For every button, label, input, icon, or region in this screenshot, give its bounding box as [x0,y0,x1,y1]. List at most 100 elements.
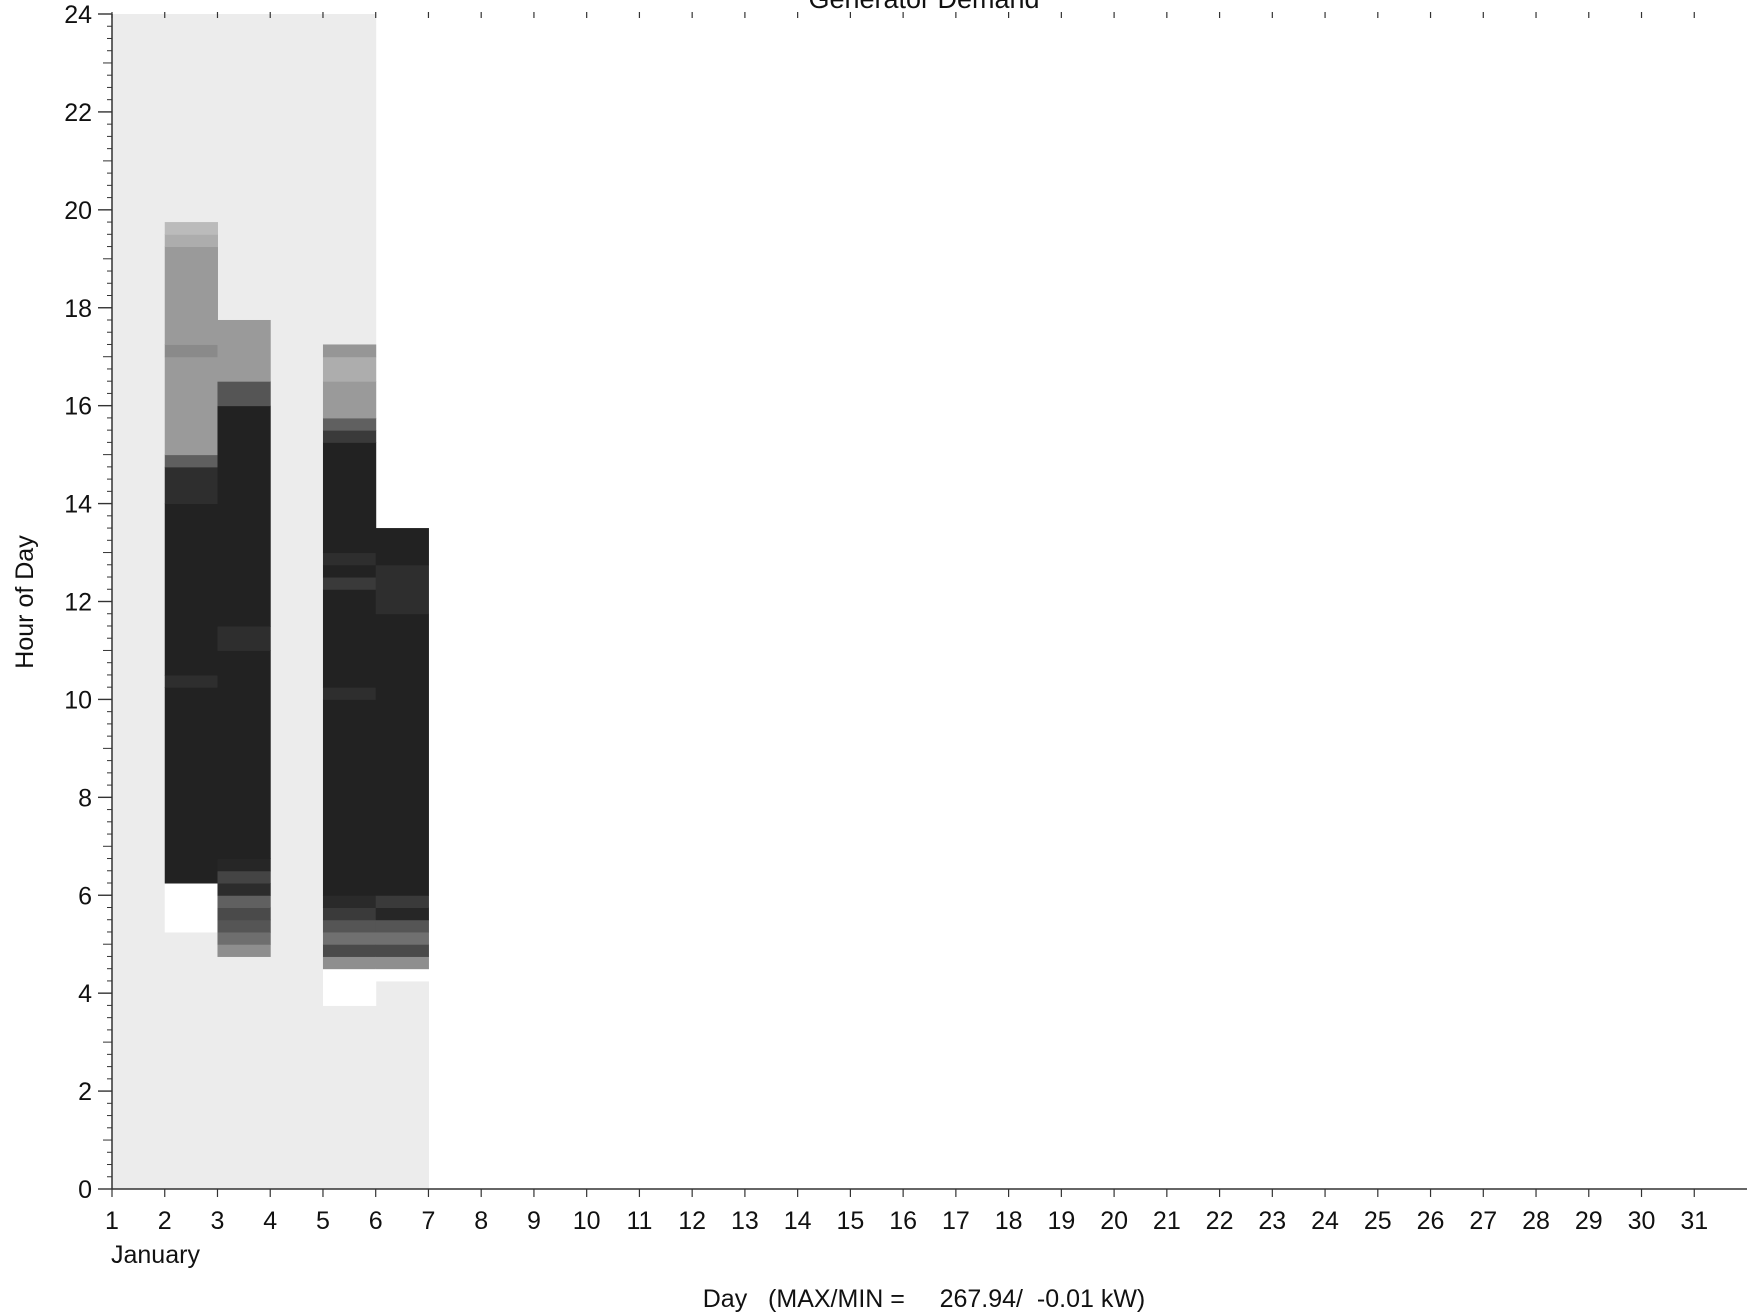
heatmap-cell [164,687,218,884]
heatmap-cell [164,344,218,358]
y-tick-label: 6 [78,882,92,910]
x-tick-label: 16 [889,1207,917,1235]
heatmap-cell [322,907,377,921]
x-tick-label: 20 [1100,1207,1128,1235]
x-tick-label: 4 [263,1207,277,1235]
x-tick-label: 28 [1522,1207,1550,1235]
y-tick-label: 10 [64,686,92,714]
heatmap-cell [217,625,271,651]
x-tick-label: 19 [1047,1207,1075,1235]
no-data-cell [375,980,429,1190]
x-tick-label: 6 [369,1207,383,1235]
heatmap-cell [164,234,218,248]
y-tick-label: 22 [64,99,92,127]
x-tick-label: 8 [474,1207,488,1235]
y-axis-title: Hour of Day [11,535,39,669]
heatmap-cell [322,895,377,908]
heatmap-cell [217,944,271,957]
x-tick-label: 31 [1680,1207,1708,1235]
x-tick-label: 12 [678,1207,706,1235]
x-tick-label: 7 [421,1207,435,1235]
heatmap-cell [322,919,377,933]
heatmap-cell [217,931,271,945]
x-tick-label: 24 [1311,1207,1339,1235]
heatmap-cell [322,552,377,566]
x-tick-label: 11 [626,1207,652,1235]
heatmap-cell [322,931,377,945]
y-tick-label: 12 [64,589,92,617]
heatmap-cell [322,417,377,431]
heatmap-cell [375,956,429,970]
heatmap-cell [164,503,218,676]
y-tick-label: 0 [78,1176,92,1204]
x-tick-label: 17 [942,1207,970,1235]
x-tick-label: 22 [1206,1207,1234,1235]
x-tick-label: 26 [1417,1207,1445,1235]
x-tick-label: 27 [1469,1207,1497,1235]
heatmap-cell [322,442,377,554]
heatmap-cell [164,466,218,505]
x-tick-label: 21 [1153,1207,1181,1235]
no-data-cell [270,14,324,1190]
heatmap-cell [375,895,429,908]
y-tick-label: 24 [64,1,92,29]
heatmap-cell [217,405,271,627]
heatmap-cell [164,356,218,456]
heatmap-cell [322,577,377,590]
x-tick-label: 29 [1575,1207,1603,1235]
heatmap-cell [217,858,271,872]
heatmap-cell [164,222,218,235]
heatmap-cells-layer [164,222,429,1006]
heatmap-cell [375,528,429,566]
y-tick-label: 8 [78,784,92,812]
heatmap-cell [322,956,377,970]
heatmap-cell [322,356,377,382]
heatmap-cell [375,919,429,933]
heatmap-cell [217,650,271,860]
y-tick-label: 16 [64,393,92,421]
heatmap-cell [322,589,377,688]
heatmap-cell [322,944,377,957]
heatmap-cell [322,687,377,700]
month-label: January [111,1241,200,1269]
heatmap-cell [322,381,377,419]
y-tick-label: 14 [64,491,92,519]
heatmap-cell [322,699,377,896]
x-tick-label: 9 [527,1207,541,1235]
heatmap-cell [375,907,429,921]
heatmap-cell [164,454,218,468]
heatmap-cell [375,968,429,982]
heatmap-cell [164,883,218,933]
y-tick-label: 18 [64,295,92,323]
x-tick-label: 2 [158,1207,172,1235]
heatmap-cell [217,883,271,896]
heatmap-cell [164,674,218,688]
heatmap-cell [217,895,271,908]
x-axis-title: Day (MAX/MIN = 267.94/ -0.01 kW) [703,1285,1146,1313]
heatmap-cell [217,381,271,407]
x-tick-label: 13 [731,1207,759,1235]
x-ticks-layer: 1 2 3 4 5 6 7 8 9 10 11 12 13 14 15 16 17 18 19 20 21 22 23 24 2… [105,12,1708,1235]
x-tick-label: 10 [573,1207,601,1235]
heatmap-cell [217,870,271,884]
x-tick-label: 5 [316,1207,330,1235]
heatmap-cell [322,564,377,578]
no-data-cell [112,14,166,1190]
y-tick-label: 4 [78,980,92,1008]
heatmap-cell [375,944,429,957]
heatmap-cell [375,564,429,615]
chart-title: Generator Demand [808,0,1039,14]
x-tick-label: 18 [995,1207,1023,1235]
heatmap-cell [322,968,377,1006]
x-tick-label: 1 [105,1207,119,1235]
heatmap-cell [375,613,429,896]
x-tick-label: 15 [836,1207,864,1235]
y-tick-label: 20 [64,197,92,225]
x-tick-label: 25 [1364,1207,1392,1235]
x-tick-label: 14 [784,1207,812,1235]
heatmap-cell [164,246,218,345]
x-tick-label: 30 [1628,1207,1656,1235]
x-tick-label: 3 [211,1207,225,1235]
